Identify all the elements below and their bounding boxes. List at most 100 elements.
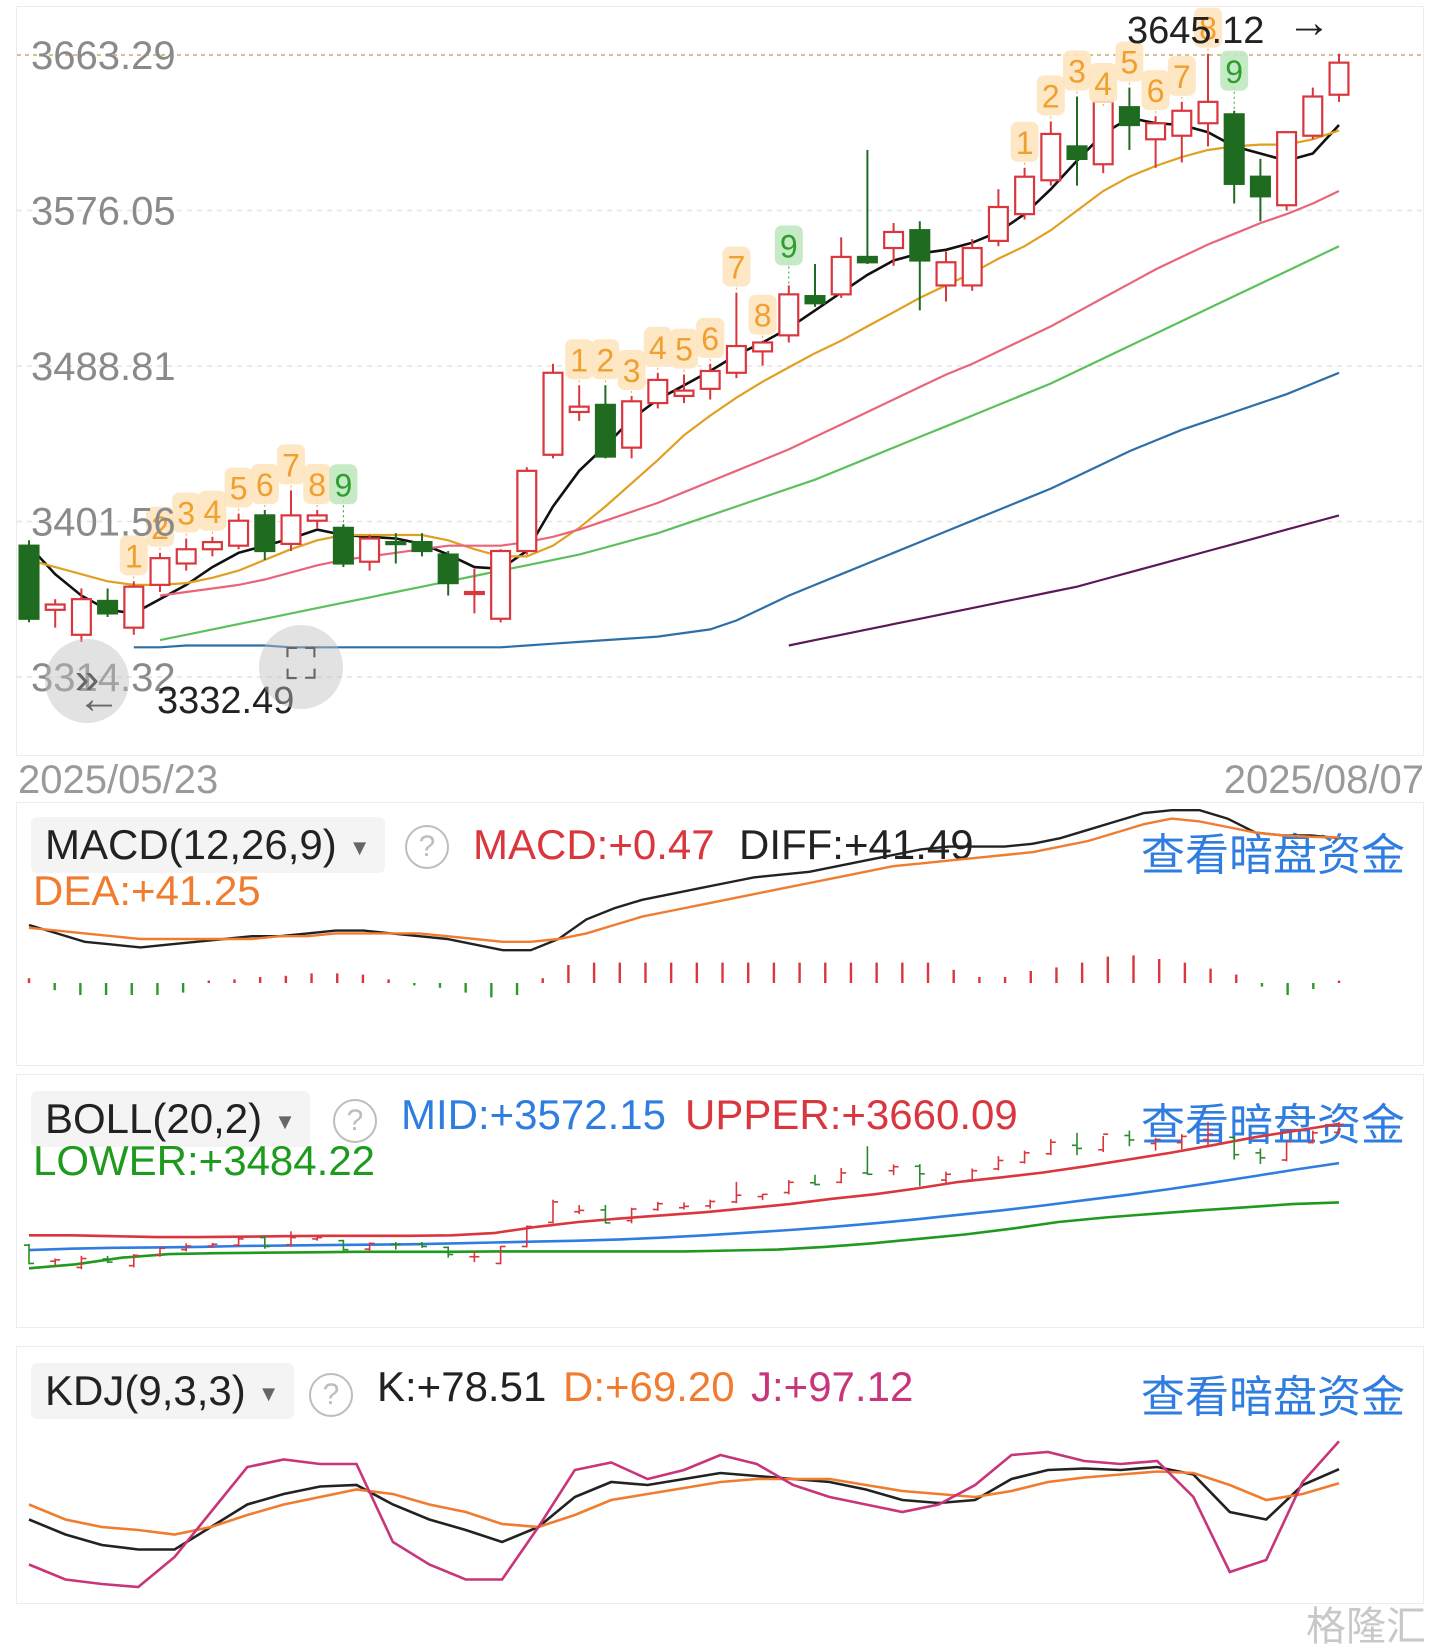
upper-value: UPPER:+3660.09 (685, 1091, 1018, 1138)
candle-body (621, 400, 643, 449)
start-date-label: 2025/05/23 (18, 758, 219, 802)
td-badge (643, 326, 672, 367)
ma-line (133, 371, 1340, 649)
td-badge (119, 535, 148, 576)
candle-body (254, 514, 276, 553)
td-count-label: 9 (335, 467, 353, 503)
td-count-label: 4 (649, 330, 667, 366)
td-count-label: 1 (125, 538, 143, 574)
boll-lower-line (28, 1201, 1340, 1270)
candle-body (1302, 95, 1324, 137)
ma-line (159, 245, 1340, 642)
candle-body (280, 514, 302, 545)
kdj-name: KDJ(9,3,3) (45, 1367, 246, 1414)
candle-body (778, 293, 800, 337)
td-count-label: 1 (1016, 125, 1034, 161)
help-icon[interactable]: ? (309, 1373, 353, 1417)
td-count-label: 7 (282, 447, 300, 483)
candle-body (673, 389, 695, 398)
candle-body (228, 519, 250, 547)
candle-body (1040, 132, 1062, 182)
td-badge (303, 464, 332, 505)
fullscreen-icon[interactable]: ⛶ (259, 625, 343, 709)
candle-body (332, 526, 354, 565)
td-badge (1115, 41, 1144, 82)
boll-mid-line (28, 1161, 1340, 1252)
ma-line (159, 190, 1340, 597)
candle-body (1276, 131, 1298, 207)
td-badge (1220, 50, 1249, 91)
candle-body (463, 590, 485, 596)
candle-body (97, 599, 119, 615)
macd-name: MACD(12,26,9) (45, 821, 337, 868)
candle-body (1118, 106, 1140, 127)
price-axis-label: 3314.32 (31, 656, 176, 700)
td-badge (1036, 75, 1065, 116)
j-line (28, 1440, 1340, 1589)
td-count-label: 4 (204, 494, 222, 530)
dea-value: DEA:+41.25 (33, 867, 261, 914)
diff-value: DIFF:+41.49 (739, 821, 974, 868)
td-badge (1063, 50, 1091, 91)
dea-line (28, 817, 1340, 943)
candle-body (1249, 175, 1271, 198)
candle-body (18, 544, 40, 620)
td-badge (696, 317, 725, 358)
td-badge (1167, 55, 1196, 96)
candle-body (516, 469, 538, 553)
td-badge (277, 444, 305, 485)
td-badge (1089, 62, 1118, 103)
candle-body (987, 205, 1009, 242)
min-price-label: 3332.49 (157, 680, 294, 722)
dark-pool-link[interactable]: 查看暗盘资金 (1141, 1101, 1405, 1150)
td-badge (670, 328, 698, 369)
candle-body (411, 541, 433, 553)
candle-body (149, 557, 171, 586)
candle-body (594, 403, 616, 458)
td-count-label: 3 (1068, 54, 1086, 90)
td-badge (565, 339, 594, 380)
boll-panel: BOLL(20,2) ▼ ? MID:+3572.15 UPPER:+3660.0… (16, 1074, 1424, 1328)
watermark-logo: 格隆汇 (1306, 1605, 1426, 1649)
price-axis-label: 3401.56 (31, 501, 176, 545)
chevron-down-icon: ▼ (348, 834, 371, 860)
macd-indicator-select[interactable]: MACD(12,26,9) ▼ (31, 817, 385, 873)
diff-line (28, 809, 1340, 952)
candle-body (1014, 175, 1036, 216)
d-line (28, 1470, 1340, 1536)
max-arrow-icon: → (1287, 7, 1331, 47)
td-count-label: 5 (1121, 45, 1139, 81)
ma-line (28, 129, 1340, 586)
candle-body (935, 261, 957, 287)
td-badge (198, 490, 227, 531)
dark-pool-link[interactable]: 查看暗盘资金 (1141, 831, 1405, 880)
td-badge (329, 464, 358, 505)
dark-pool-link[interactable]: 查看暗盘资金 (1141, 1373, 1405, 1422)
candle-body (1171, 109, 1193, 137)
candle-body (44, 603, 66, 611)
price-axis-label: 3576.05 (31, 189, 176, 233)
boll-indicator-select[interactable]: BOLL(20,2) ▼ (31, 1091, 310, 1147)
mid-value: MID:+3572.15 (401, 1091, 667, 1138)
kdj-indicator-select[interactable]: KDJ(9,3,3) ▼ (31, 1363, 294, 1419)
expand-icon[interactable]: » (45, 639, 129, 723)
candle-body (201, 541, 223, 551)
td-badge (722, 246, 751, 287)
candle-body (1328, 61, 1350, 96)
macd-value: MACD:+0.47 (473, 821, 715, 868)
candle-body (647, 378, 669, 405)
help-icon[interactable]: ? (333, 1099, 377, 1143)
td-count-label: 7 (728, 250, 746, 286)
chevron-down-icon: ▼ (274, 1108, 296, 1134)
td-count-label: 6 (1147, 73, 1165, 109)
kdj-panel: KDJ(9,3,3) ▼ ? K:+78.51 D:+69.20 J:+97.12… (16, 1346, 1424, 1604)
candle-body (175, 548, 197, 565)
boll-name: BOLL(20,2) (45, 1095, 263, 1142)
candle-body (70, 598, 92, 636)
candle-body (883, 230, 905, 250)
help-icon[interactable]: ? (405, 825, 449, 869)
td-count-label: 5 (675, 332, 693, 368)
max-price-label: 3645.12 (1127, 10, 1264, 52)
